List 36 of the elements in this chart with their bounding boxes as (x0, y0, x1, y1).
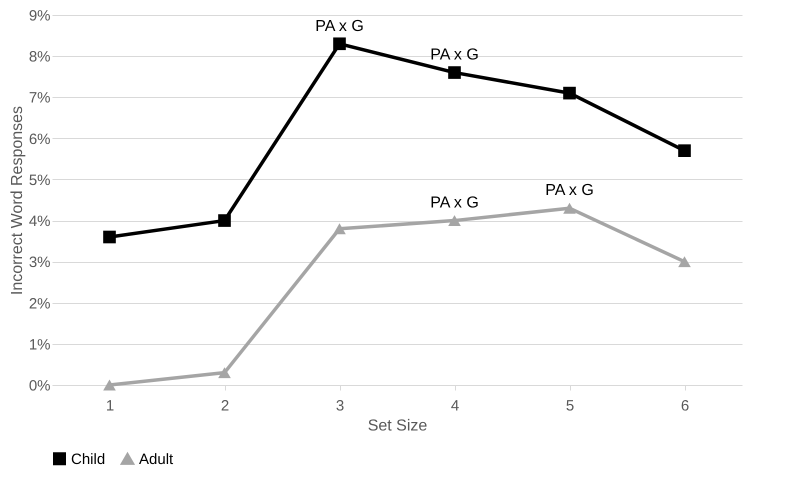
point (218, 214, 231, 227)
point (333, 37, 346, 50)
x-tick-label: 5 (566, 398, 574, 414)
y-tick-label: 8% (28, 48, 50, 66)
point (333, 223, 346, 234)
point (678, 144, 691, 157)
point (448, 215, 461, 226)
y-axis-title: Incorrect Word Responses (8, 106, 26, 296)
x-axis-title: Set Size (368, 418, 428, 434)
annotation: PA x G (315, 18, 364, 35)
point (448, 66, 461, 79)
y-tick-label: 6% (28, 130, 50, 148)
x-tick-label: 3 (336, 398, 344, 414)
point (218, 367, 231, 378)
x-tick-label: 1 (106, 398, 114, 414)
annotation: PA x G (430, 46, 479, 64)
point (678, 256, 691, 268)
y-tick-label: 2% (28, 295, 50, 312)
x-tick-label: 2 (220, 398, 230, 414)
y-tick-label: 1% (28, 336, 50, 354)
point (563, 202, 576, 214)
y-tick-label: 4% (28, 213, 50, 230)
legend-label: Adult (139, 451, 174, 468)
point (103, 230, 116, 244)
y-tick-label: 9% (28, 8, 50, 24)
annotation: PA x G (430, 194, 479, 212)
x-tick-label: 4 (450, 398, 460, 414)
point (103, 380, 116, 390)
point (563, 86, 576, 100)
y-tick-label: 5% (28, 172, 50, 189)
x-tick-label: 6 (680, 398, 690, 414)
y-tick-label: 0% (28, 378, 50, 394)
y-tick-label: 3% (28, 254, 50, 272)
y-tick-label: 7% (28, 90, 50, 107)
annotation: PA x G (545, 182, 594, 200)
legend-label: Child (71, 450, 106, 468)
